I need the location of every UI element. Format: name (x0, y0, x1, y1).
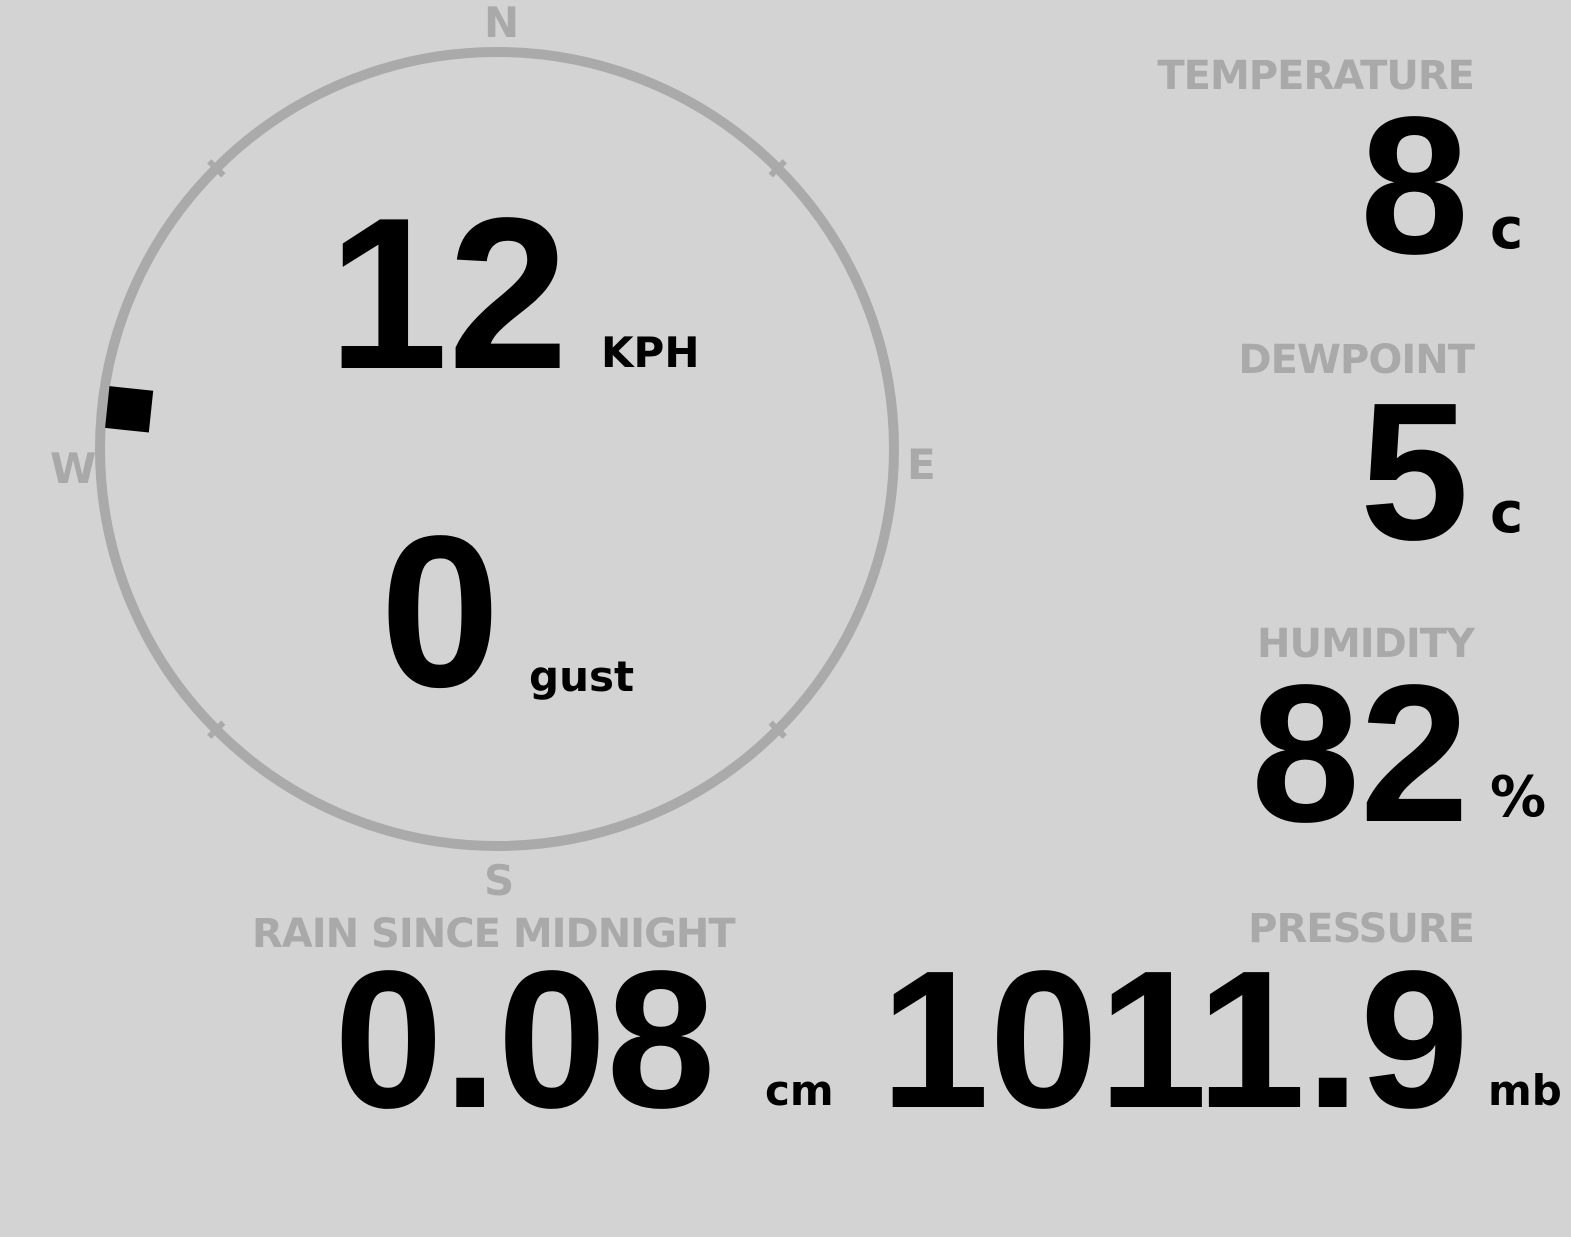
compass-tick (768, 159, 787, 178)
compass-tick (207, 159, 226, 178)
humidity-label: HUMIDITY (1257, 621, 1475, 667)
wind-gust-value: 0 (380, 490, 501, 732)
humidity-value: 82 (1250, 644, 1469, 863)
compass-north: N (484, 0, 520, 47)
rain-value: 0.08 (334, 930, 716, 1149)
wind-compass (95, 47, 899, 851)
wind-speed-unit: KPH (601, 328, 700, 377)
wind-speed-value: 12 (328, 172, 569, 414)
compass-east: E (907, 440, 936, 489)
temperature-label: TEMPERATURE (1157, 53, 1475, 99)
pressure-value: 1011.9 (880, 930, 1469, 1149)
wind-direction-marker (105, 386, 154, 433)
pressure-unit: mb (1488, 1066, 1562, 1115)
dewpoint-label: DEWPOINT (1238, 337, 1475, 383)
temperature-unit: c (1490, 197, 1524, 262)
wind-gust-unit: gust (529, 652, 635, 701)
pressure-label: PRESSURE (1248, 906, 1475, 952)
rain-label: RAIN SINCE MIDNIGHT (252, 911, 736, 957)
compass-ring (95, 47, 899, 851)
compass-west: W (50, 444, 97, 493)
dewpoint-unit: c (1490, 481, 1524, 546)
compass-tick (768, 720, 787, 739)
temperature-value: 8 (1359, 76, 1469, 295)
humidity-unit: % (1490, 765, 1547, 830)
rain-unit: cm (765, 1066, 834, 1115)
dewpoint-value: 5 (1359, 362, 1469, 581)
compass-tick (207, 720, 226, 739)
compass-south: S (484, 856, 515, 905)
